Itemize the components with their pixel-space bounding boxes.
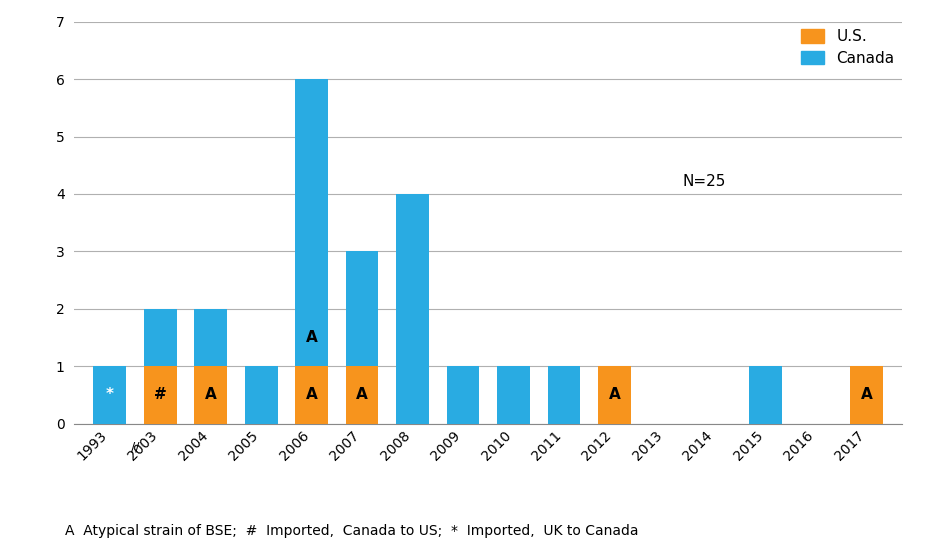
Bar [850, 366, 883, 424]
Bar [396, 194, 429, 424]
Bar [93, 366, 126, 424]
Bar [295, 79, 328, 366]
Bar [144, 366, 177, 424]
Bar [346, 251, 379, 366]
Bar [295, 366, 328, 424]
Bar [598, 366, 631, 424]
Bar [346, 366, 379, 424]
Bar [446, 366, 480, 424]
Bar [497, 366, 530, 424]
Text: A: A [205, 387, 217, 402]
Text: A: A [306, 330, 317, 345]
Text: #: # [153, 387, 166, 402]
Bar [144, 309, 177, 366]
Text: A: A [356, 387, 368, 402]
Text: A: A [608, 387, 620, 402]
Text: //: // [131, 440, 140, 453]
Bar [750, 366, 782, 424]
Text: N=25: N=25 [683, 174, 726, 190]
Text: A  Atypical strain of BSE;  #  Imported,  Canada to US;  *  Imported,  UK to Can: A Atypical strain of BSE; # Imported, Ca… [65, 523, 639, 538]
Text: A: A [861, 387, 872, 402]
Bar [245, 366, 277, 424]
Text: A: A [306, 387, 317, 402]
Bar [548, 366, 580, 424]
Bar [194, 309, 227, 366]
Legend: U.S., Canada: U.S., Canada [802, 29, 895, 66]
Bar [194, 366, 227, 424]
Text: *: * [106, 387, 113, 402]
